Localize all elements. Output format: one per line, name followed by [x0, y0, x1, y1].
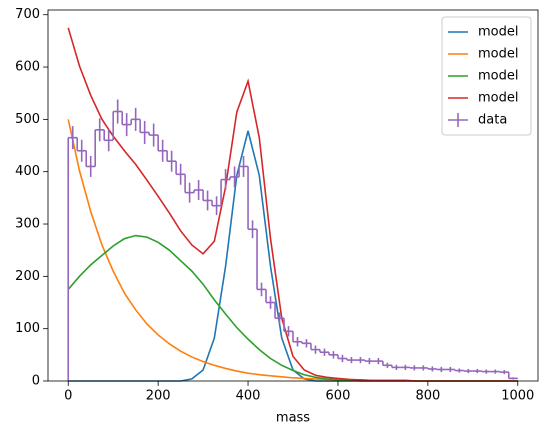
- legend-label: data: [478, 113, 507, 128]
- y-tick-label: 600: [15, 60, 40, 75]
- legend-label: model: [478, 47, 518, 62]
- legend-box: [441, 16, 532, 136]
- y-tick-label: 400: [15, 164, 40, 179]
- x-tick-label: 800: [415, 389, 440, 404]
- y-tick-label: 100: [15, 321, 40, 336]
- axes-frame: [47, 9, 539, 382]
- x-tick-label: 400: [236, 389, 261, 404]
- legend-label: model: [478, 91, 518, 106]
- x-tick-label: 600: [326, 389, 351, 404]
- x-tick-label: 200: [146, 389, 171, 404]
- legend-label: model: [478, 25, 518, 40]
- x-axis-label: mass: [276, 411, 310, 426]
- x-tick-label: 0: [64, 389, 72, 404]
- x-tick-label: 1000: [501, 389, 534, 404]
- y-tick-label: 700: [15, 7, 40, 22]
- y-tick-label: 200: [15, 269, 40, 284]
- y-tick-label: 0: [32, 374, 40, 389]
- legend-label: model: [478, 69, 518, 84]
- y-tick-label: 300: [15, 217, 40, 232]
- y-tick-label: 500: [15, 112, 40, 127]
